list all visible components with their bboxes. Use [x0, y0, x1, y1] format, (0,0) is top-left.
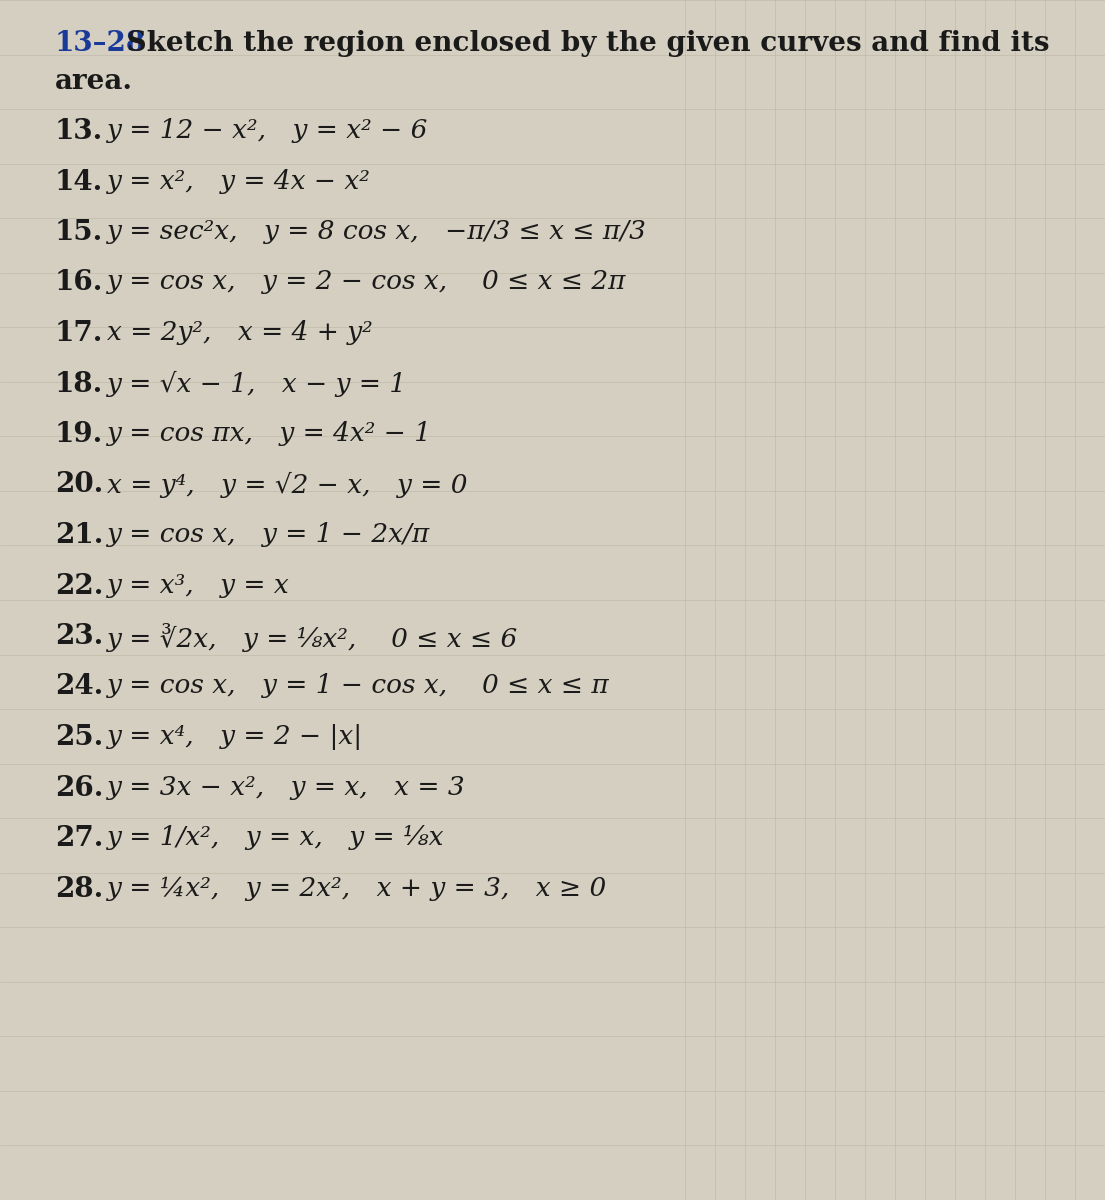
- Text: y = cos πx,  y = 4x² − 1: y = cos πx, y = 4x² − 1: [107, 421, 432, 446]
- Text: 13.: 13.: [55, 118, 103, 145]
- Text: 23.: 23.: [55, 623, 103, 650]
- Text: 13–28: 13–28: [55, 30, 146, 56]
- Text: y = 1/x²,  y = x,  y = ⅛x: y = 1/x², y = x, y = ⅛x: [107, 826, 444, 850]
- Text: y = cos x,  y = 1 − 2x/π: y = cos x, y = 1 − 2x/π: [107, 522, 430, 547]
- Text: 16.: 16.: [55, 270, 104, 296]
- Text: y = ¼x²,  y = 2x²,  x + y = 3,  x ≥ 0: y = ¼x², y = 2x², x + y = 3, x ≥ 0: [107, 876, 608, 900]
- Text: 28.: 28.: [55, 876, 103, 902]
- Text: 22.: 22.: [55, 572, 104, 600]
- Text: 26.: 26.: [55, 774, 104, 802]
- Text: y = x²,  y = 4x − x²: y = x², y = 4x − x²: [107, 168, 371, 193]
- Text: y = 3x − x²,  y = x,  x = 3: y = 3x − x², y = x, x = 3: [107, 774, 465, 799]
- Text: y = x⁴,  y = 2 − |x|: y = x⁴, y = 2 − |x|: [107, 724, 364, 750]
- Text: y = ∛2x,  y = ⅛x²,   0 ≤ x ≤ 6: y = ∛2x, y = ⅛x², 0 ≤ x ≤ 6: [107, 623, 518, 652]
- Text: y = x³,  y = x: y = x³, y = x: [107, 572, 290, 598]
- Text: 17.: 17.: [55, 320, 104, 347]
- Text: y = cos x,  y = 2 − cos x,   0 ≤ x ≤ 2π: y = cos x, y = 2 − cos x, 0 ≤ x ≤ 2π: [107, 270, 627, 294]
- Text: 19.: 19.: [55, 421, 103, 448]
- Text: y = sec²x,  y = 8 cos x,  −π/3 ≤ x ≤ π/3: y = sec²x, y = 8 cos x, −π/3 ≤ x ≤ π/3: [107, 218, 646, 244]
- Text: Sketch the region enclosed by the given curves and find its: Sketch the region enclosed by the given …: [117, 30, 1050, 56]
- Text: 27.: 27.: [55, 826, 104, 852]
- Text: x = 2y²,  x = 4 + y²: x = 2y², x = 4 + y²: [107, 320, 372, 346]
- Text: y = cos x,  y = 1 − cos x,   0 ≤ x ≤ π: y = cos x, y = 1 − cos x, 0 ≤ x ≤ π: [107, 673, 610, 698]
- Text: y = √x − 1,  x − y = 1: y = √x − 1, x − y = 1: [107, 371, 407, 396]
- Text: 15.: 15.: [55, 218, 103, 246]
- Text: y = 12 − x²,  y = x² − 6: y = 12 − x², y = x² − 6: [107, 118, 429, 143]
- Text: 20.: 20.: [55, 472, 103, 498]
- Text: x = y⁴,  y = √2 − x,  y = 0: x = y⁴, y = √2 − x, y = 0: [107, 472, 467, 498]
- Text: 14.: 14.: [55, 168, 103, 196]
- Text: 24.: 24.: [55, 673, 103, 701]
- Text: 18.: 18.: [55, 371, 103, 397]
- Text: 25.: 25.: [55, 724, 103, 751]
- Text: 21.: 21.: [55, 522, 104, 550]
- Text: area.: area.: [55, 68, 133, 95]
